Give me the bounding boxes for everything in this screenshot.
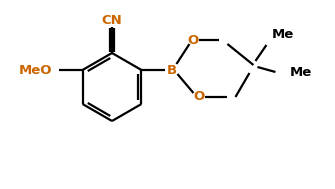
Text: Me: Me bbox=[271, 29, 294, 42]
Text: O: O bbox=[194, 91, 205, 104]
Text: CN: CN bbox=[102, 13, 122, 26]
Text: MeO: MeO bbox=[19, 64, 53, 77]
Text: Me: Me bbox=[289, 67, 312, 80]
Text: O: O bbox=[188, 33, 199, 46]
Text: B: B bbox=[166, 64, 177, 77]
